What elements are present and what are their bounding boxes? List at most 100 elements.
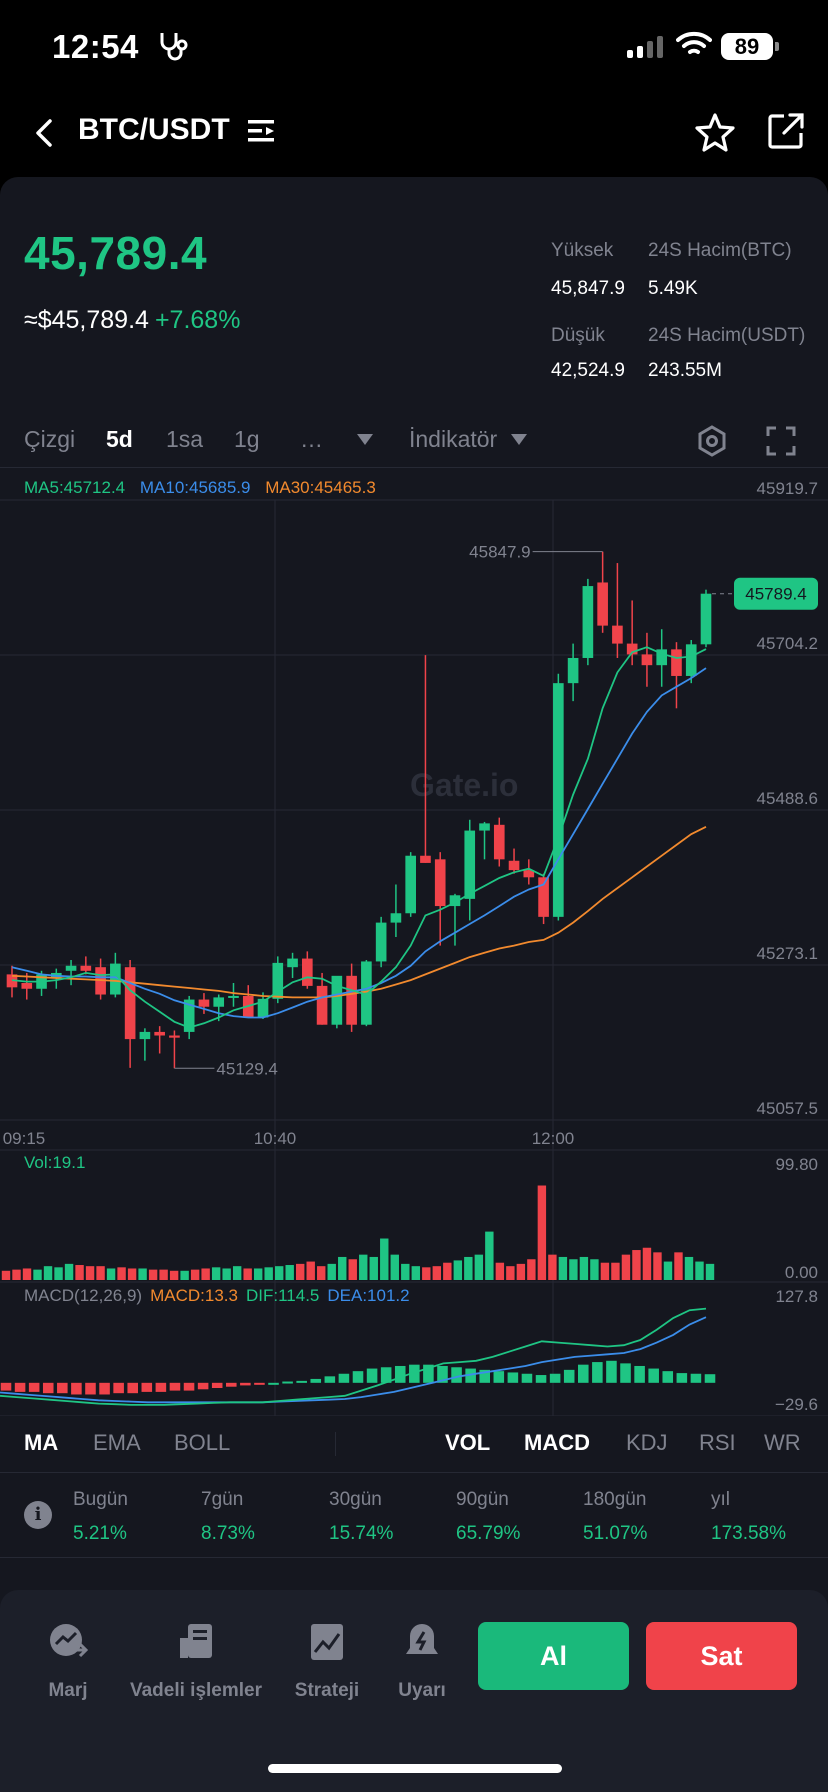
macd-histogram-bar [606,1360,617,1383]
candle-body [80,965,92,971]
volume-bar [285,1265,294,1280]
macd-histogram-bar [254,1382,265,1385]
macd-histogram-bar [42,1382,54,1394]
fiat-price-row: ≈$45,789.4 +7.68% [24,306,240,335]
volume-bar [54,1267,63,1280]
candle-body [154,1031,165,1036]
tf-1d[interactable]: 1g [234,426,260,452]
share-icon[interactable] [766,111,806,151]
favorite-star-icon[interactable] [694,111,736,153]
volume-bar [621,1254,631,1280]
volume-bar [527,1259,536,1280]
macd-histogram-bar [28,1382,40,1392]
macd-histogram-bar [226,1382,237,1387]
tf-more[interactable]: … [300,426,323,452]
macd-histogram-bar [634,1365,645,1383]
fullscreen-icon[interactable] [764,424,798,458]
volume-bar [590,1259,599,1280]
dif-line [0,1307,707,1406]
perf-1y: yıl 173.58% [711,1489,787,1544]
tab-wr[interactable]: WR [764,1430,801,1455]
tab-futures[interactable]: Vadeli işlemler [126,1620,266,1702]
volume-bar [516,1263,526,1280]
ma-legend: MA5:45712.4 MA10:45685.9 MA30:45465.3 [24,478,386,498]
tf-5m[interactable]: 5d [106,426,133,452]
tf-line[interactable]: Çizgi [24,426,76,452]
pair-list-icon[interactable] [246,115,278,147]
tab-alert[interactable]: Uyarı [394,1620,450,1702]
tab-boll[interactable]: BOLL [174,1430,231,1455]
back-arrow-icon[interactable] [26,113,66,153]
candle-body [213,997,225,1007]
candle-body [183,999,195,1032]
macd-histogram-bar [549,1373,561,1383]
pair-title[interactable]: BTC/USDT [78,113,230,146]
ma10-line [11,667,707,1019]
tab-vol[interactable]: VOL [445,1430,491,1455]
chart-settings-icon[interactable] [695,424,729,458]
dif-value: DIF:114.5 [245,1286,320,1305]
time-tick-label: 10:40 [254,1129,297,1148]
tab-strategy[interactable]: Strateji [290,1620,364,1702]
macd-histogram-bar [451,1367,462,1383]
price-markers: 45847.9 45129.4 45789.4 [174,543,818,1078]
chevron-down-icon[interactable] [511,434,527,445]
volume-bar [327,1263,336,1280]
tab-ma[interactable]: MA [24,1430,59,1455]
alert-icon [406,1624,438,1654]
candle-body [449,895,461,907]
candle-body [464,830,476,899]
vol-usdt-label: 24S Hacim(USDT) [648,325,806,346]
macd-histogram-bar [169,1382,181,1391]
indicator-dropdown[interactable]: İndikatör [409,426,498,452]
sell-button[interactable]: Sat [646,1622,797,1690]
candle-body [272,962,284,999]
macd-histogram-bar [155,1382,167,1392]
perf-180d: 180gün 51.07% [583,1489,648,1544]
candle-body [582,586,594,658]
tab-kdj[interactable]: KDJ [626,1430,668,1455]
volume-bar [306,1261,315,1280]
candle-body [405,855,416,914]
candle-body [553,683,564,917]
home-indicator[interactable] [268,1764,562,1773]
macd-histogram-bar [211,1382,223,1389]
watermark: Gate.io [410,767,518,803]
volume-bar [22,1268,32,1280]
volume-bar [296,1263,305,1280]
volume-bar [201,1268,210,1280]
vol-btc-value: 5.49K [648,278,698,299]
candle-body [287,958,298,968]
candle-body [567,657,579,684]
candle-body [169,1035,180,1038]
macd-histogram-bar [676,1373,688,1383]
tab-macd[interactable]: MACD [524,1430,590,1455]
ma5-line [11,646,707,1029]
volume-bar [232,1266,242,1280]
volume-bar [317,1266,326,1280]
futures-icon [180,1624,212,1658]
status-bar: 12:54 89 [0,0,828,95]
ma10-legend: MA10:45685.9 [139,478,251,497]
price-tick-label: 45057.5 [757,1099,818,1118]
volume-bar [369,1256,378,1280]
macd-value: MACD:13.3 [150,1286,238,1305]
buy-button[interactable]: Al [478,1622,629,1690]
candle-body [493,824,505,860]
volume-bar [211,1267,221,1280]
tab-ema[interactable]: EMA [93,1430,141,1455]
tab-margin[interactable]: Marj [40,1620,96,1702]
tf-1h[interactable]: 1sa [166,426,204,452]
info-icon[interactable]: i [24,1501,52,1529]
macd-histogram-bar [183,1382,195,1391]
macd-histogram-bar [521,1373,533,1383]
candle-body [479,823,490,831]
chevron-down-icon[interactable] [357,434,373,445]
volume-bar [684,1256,694,1280]
battery-icon: 89 [721,33,779,60]
volume-bar [380,1238,389,1280]
volume-bar [253,1268,263,1280]
price-chart[interactable]: Gate.io 45919.7 45704.2 45488.6 45273.1 4505… [0,466,828,1416]
volume-bar [243,1268,252,1280]
tab-rsi[interactable]: RSI [699,1430,736,1455]
